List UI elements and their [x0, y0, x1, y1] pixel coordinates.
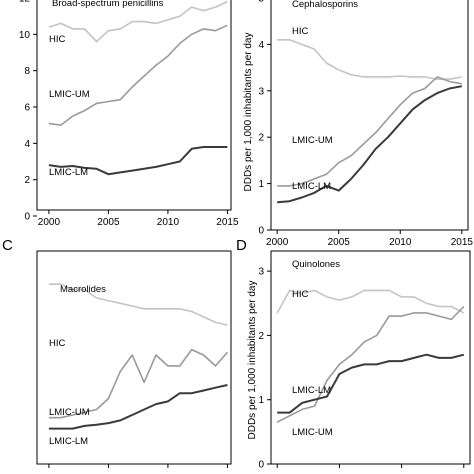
- plot-frame: [36, 0, 232, 211]
- panel-1: 0 2 4 6 8 10 12 2000 2005 2010 2015 HIC LMIC-UM LMIC-…: [19, 0, 239, 228]
- series-label-lmic-um: LMIC-UM: [49, 407, 90, 418]
- panel-label: D: [236, 237, 247, 254]
- series-label-hic: HIC: [49, 338, 66, 349]
- series-label-lmic-lm: LMIC-LM: [49, 436, 88, 447]
- y-axis-label: DDDs per 1,000 inhabitants per day: [243, 33, 254, 192]
- y-tick-label: 0: [258, 460, 264, 471]
- panel-4: 0 1 2 3 HIC LMIC-UM LMIC-LM Quinolones D DDDs per…: [236, 237, 471, 471]
- x-tick-label: 2010: [157, 217, 180, 228]
- panel-label: C: [2, 237, 13, 254]
- series-line-hic: [48, 0, 228, 43]
- y-tick-label: 1: [258, 395, 264, 406]
- y-tick-label: 1: [258, 179, 264, 190]
- series-label-lmic-lm: LMIC-LM: [292, 385, 331, 396]
- x-tick-label: 2005: [328, 237, 351, 248]
- y-tick-label: 8: [24, 66, 30, 77]
- y-tick-label: 4: [24, 139, 30, 150]
- plot-frame: [270, 250, 471, 465]
- y-tick-label: 6: [24, 103, 30, 114]
- panel-title: Quinolones: [292, 259, 340, 270]
- series-label-lmic-lm: LMIC-LM: [292, 181, 331, 192]
- x-tick-label: 2015: [216, 217, 239, 228]
- y-tick-label: 0: [24, 212, 30, 223]
- panel-2: 0 1 2 3 4 5 2000 2005 2010 2015 HIC LMIC-UM LMIC-LM C…: [243, 0, 473, 248]
- series-label-hic: HIC: [49, 34, 66, 45]
- y-tick-label: 2: [258, 133, 264, 144]
- series-line-lmic-um: [276, 305, 465, 423]
- y-tick-label: 5: [258, 0, 264, 5]
- series-line-hic: [276, 289, 465, 314]
- y-tick-label: 2: [24, 175, 30, 186]
- x-tick-label: 2015: [451, 237, 474, 248]
- y-tick-label: 3: [258, 267, 264, 278]
- series-label-lmic-lm: LMIC-LM: [49, 167, 88, 178]
- series-label-lmic-um: LMIC-UM: [49, 89, 90, 100]
- x-tick-label: 2000: [38, 217, 61, 228]
- series-line-lmic-lm: [48, 146, 228, 176]
- y-tick-label: 10: [19, 30, 31, 41]
- series-label-lmic-um: LMIC-UM: [292, 135, 333, 146]
- series-line-lmic-um: [277, 76, 462, 187]
- x-tick-label: 2005: [97, 217, 120, 228]
- series-label-hic: HIC: [292, 289, 309, 300]
- y-tick-label: 3: [258, 86, 264, 97]
- x-tick-label: 2000: [266, 237, 289, 248]
- y-tick-label: 12: [19, 0, 31, 5]
- series-line-hic: [48, 283, 228, 326]
- plot-frame: [270, 0, 469, 231]
- y-tick-label: 4: [258, 40, 264, 51]
- series-line-hic: [277, 38, 462, 80]
- series-line-lmic-um: [48, 348, 229, 419]
- panel-title: Cephalosporins: [292, 0, 358, 10]
- plot-frame: [36, 250, 232, 465]
- series-line-lmic-lm: [277, 353, 465, 414]
- y-axis-label: DDDs per 1,000 inhabitants per day: [247, 281, 258, 440]
- panel-title: Broad-spectrum penicillins: [52, 0, 164, 9]
- panel-title: Macrolides: [60, 284, 106, 295]
- y-tick-label: 0: [258, 226, 264, 237]
- series-line-lmic-lm: [48, 384, 228, 430]
- series-line-lmic-um: [48, 24, 228, 126]
- x-tick-label: 2010: [389, 237, 412, 248]
- panel-3: HIC LMIC-UM LMIC-LM Macrolides C: [2, 237, 232, 468]
- y-tick-label: 2: [258, 331, 264, 342]
- series-line-lmic-lm: [277, 85, 462, 204]
- series-label-lmic-um: LMIC-UM: [292, 427, 333, 438]
- series-label-hic: HIC: [292, 26, 309, 37]
